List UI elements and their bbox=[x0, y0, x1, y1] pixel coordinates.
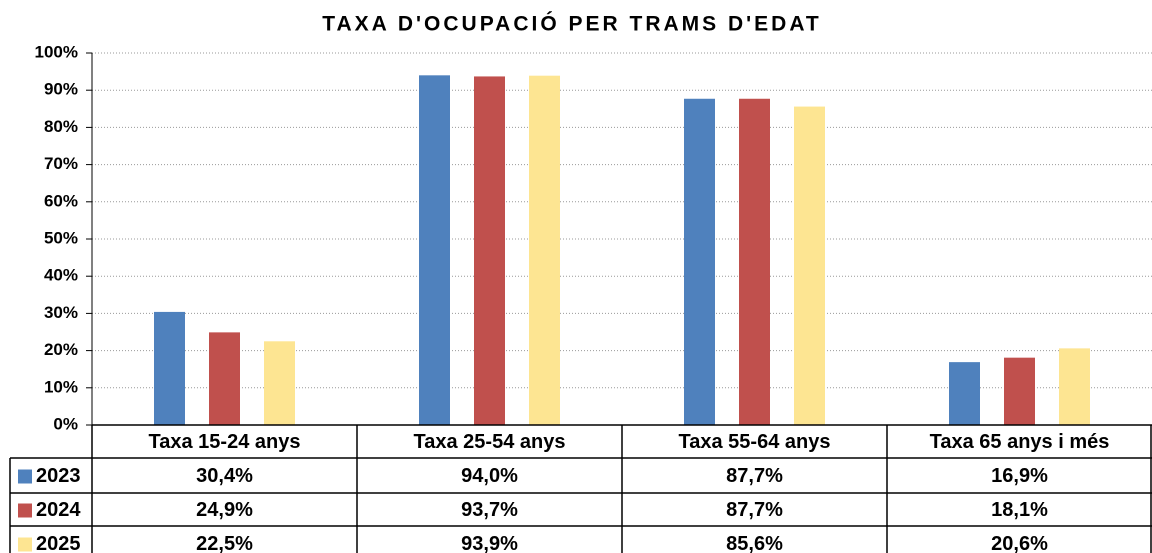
table-value: 22,5% bbox=[196, 533, 253, 553]
table-value: 94,0% bbox=[461, 465, 518, 487]
bar bbox=[794, 106, 825, 426]
y-tick-label: 10% bbox=[44, 377, 78, 396]
table-value: 20,6% bbox=[991, 533, 1048, 553]
y-tick-label: 20% bbox=[44, 340, 78, 359]
table-value: 93,7% bbox=[461, 499, 518, 521]
y-tick-label: 40% bbox=[44, 266, 78, 285]
x-tick-label: Taxa 25-54 anys bbox=[414, 431, 566, 453]
bar bbox=[419, 75, 450, 425]
chart-title: TAXA D'OCUPACIÓ PER TRAMS D'EDAT bbox=[322, 12, 822, 36]
bar bbox=[529, 75, 560, 425]
x-tick-label: Taxa 15-24 anys bbox=[149, 431, 301, 453]
y-tick-label: 70% bbox=[44, 154, 78, 173]
y-tick-label: 0% bbox=[53, 414, 78, 433]
legend-label: 2024 bbox=[36, 499, 81, 521]
table-value: 87,7% bbox=[726, 465, 783, 487]
table-value: 30,4% bbox=[196, 465, 253, 487]
legend-label: 2025 bbox=[36, 533, 81, 553]
bar bbox=[949, 362, 980, 425]
y-tick-label: 100% bbox=[35, 42, 78, 61]
bar bbox=[209, 332, 240, 425]
y-tick-label: 90% bbox=[44, 80, 78, 99]
y-tick-label: 60% bbox=[44, 191, 78, 210]
bar bbox=[264, 341, 295, 425]
bar bbox=[1059, 348, 1090, 425]
table-value: 85,6% bbox=[726, 533, 783, 553]
bar bbox=[474, 76, 505, 425]
legend-swatch bbox=[18, 537, 32, 552]
table-value: 93,9% bbox=[461, 533, 518, 553]
y-tick-label: 30% bbox=[44, 303, 78, 322]
bar bbox=[684, 98, 715, 426]
table-value: 87,7% bbox=[726, 499, 783, 521]
legend-swatch bbox=[18, 503, 32, 518]
bar bbox=[154, 311, 185, 425]
y-tick-label: 50% bbox=[44, 228, 78, 247]
y-tick-label: 80% bbox=[44, 117, 78, 136]
bar bbox=[1004, 357, 1035, 425]
legend-label: 2023 bbox=[36, 465, 81, 487]
table-value: 24,9% bbox=[196, 499, 253, 521]
table-value: 16,9% bbox=[991, 465, 1048, 487]
legend-swatch bbox=[18, 469, 32, 484]
table-value: 18,1% bbox=[991, 499, 1048, 521]
x-tick-label: Taxa 55-64 anys bbox=[679, 431, 831, 453]
x-tick-label: Taxa 65 anys i més bbox=[930, 431, 1110, 453]
bar bbox=[739, 98, 770, 426]
